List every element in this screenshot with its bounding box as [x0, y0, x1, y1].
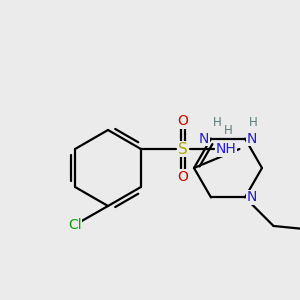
- Text: N: N: [199, 132, 209, 145]
- Text: H: H: [224, 124, 233, 137]
- Text: O: O: [177, 170, 188, 184]
- Text: NH: NH: [216, 142, 237, 156]
- Text: S: S: [178, 142, 188, 157]
- Text: Cl: Cl: [68, 218, 82, 232]
- Text: H: H: [213, 116, 221, 129]
- Text: N: N: [247, 190, 257, 204]
- Text: O: O: [177, 114, 188, 128]
- Text: N: N: [247, 132, 257, 145]
- Text: H: H: [249, 116, 257, 129]
